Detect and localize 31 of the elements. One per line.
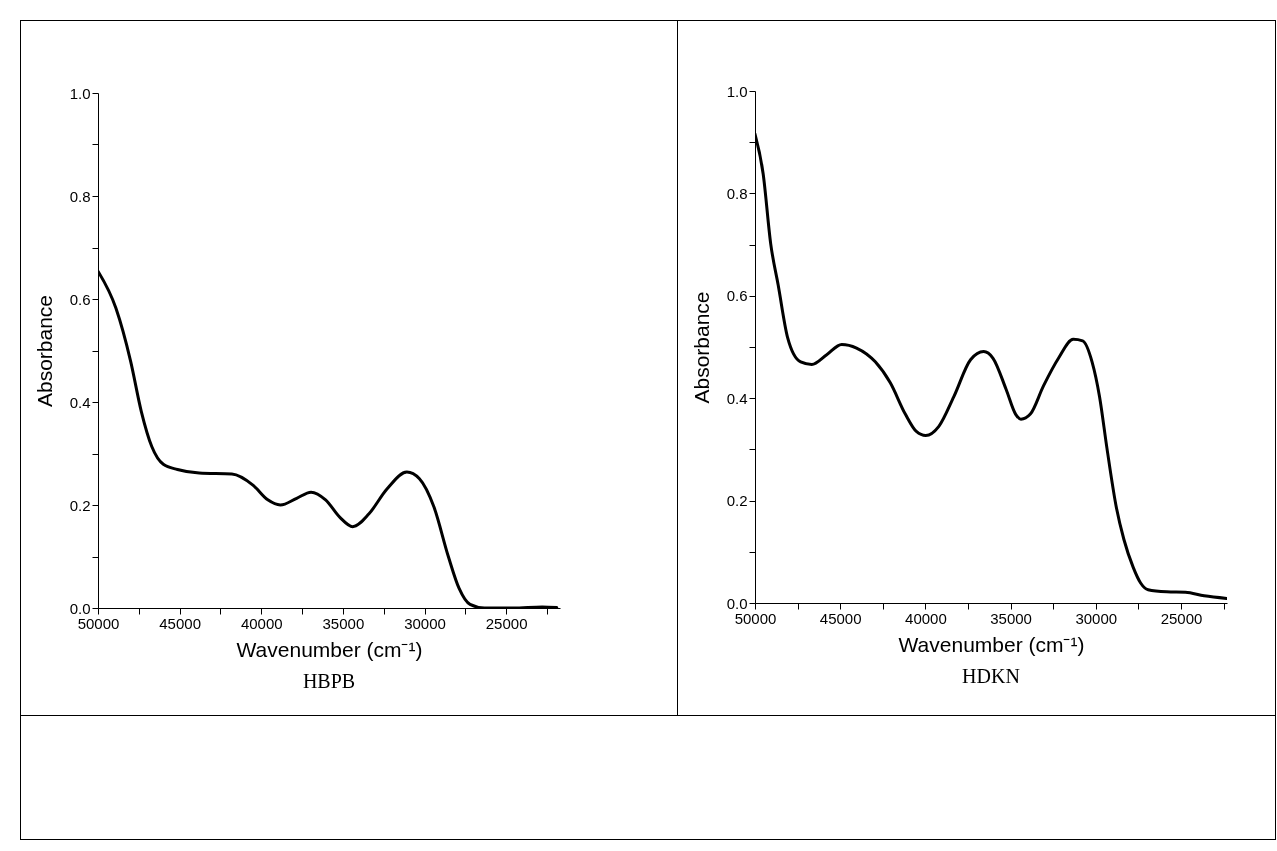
y-tick-label: 0.6 (726, 287, 748, 305)
x-tick-label: 30000 (404, 614, 446, 632)
x-tick-label: 45000 (159, 614, 201, 632)
x-tick-label: 25000 (1160, 609, 1203, 627)
y-tick-label: 0.0 (726, 594, 748, 612)
y-tick-label: 0.8 (726, 184, 748, 202)
x-axis-title: Wavenumber (cm⁻¹) (236, 637, 423, 661)
text: HBPB (302, 670, 356, 692)
x-tick-label: 30000 (1075, 609, 1118, 627)
x-axis-title: Wavenumber (cm⁻¹) (898, 632, 1085, 656)
line-series (755, 132, 1227, 600)
text: HDKN (962, 665, 1020, 687)
y-tick-label: 0.0 (69, 599, 91, 617)
x-tick-label: 35000 (322, 614, 365, 632)
y-axis-title: Absorbance (32, 294, 56, 408)
x-tick-label: 40000 (905, 609, 947, 627)
y-tick-label: 1.0 (69, 84, 91, 102)
y-tick-label: 0.4 (69, 393, 91, 411)
y-tick-label: 1.0 (726, 82, 748, 100)
y-tick-label: 0.6 (69, 290, 91, 308)
x-tick-label: 50000 (77, 614, 120, 632)
y-tick-label: 0.8 (69, 187, 91, 205)
y-tick-label: 0.4 (726, 389, 748, 407)
x-tick-label: 50000 (734, 609, 777, 627)
y-tick-label: 0.2 (726, 492, 748, 510)
y-axis-title: Absorbance (689, 291, 713, 404)
x-tick-label: 45000 (819, 609, 862, 627)
x-tick-label: 40000 (240, 614, 283, 632)
x-tick-label: 35000 (990, 609, 1032, 627)
x-tick-label: 25000 (485, 614, 528, 632)
y-tick-label: 0.2 (69, 496, 91, 514)
